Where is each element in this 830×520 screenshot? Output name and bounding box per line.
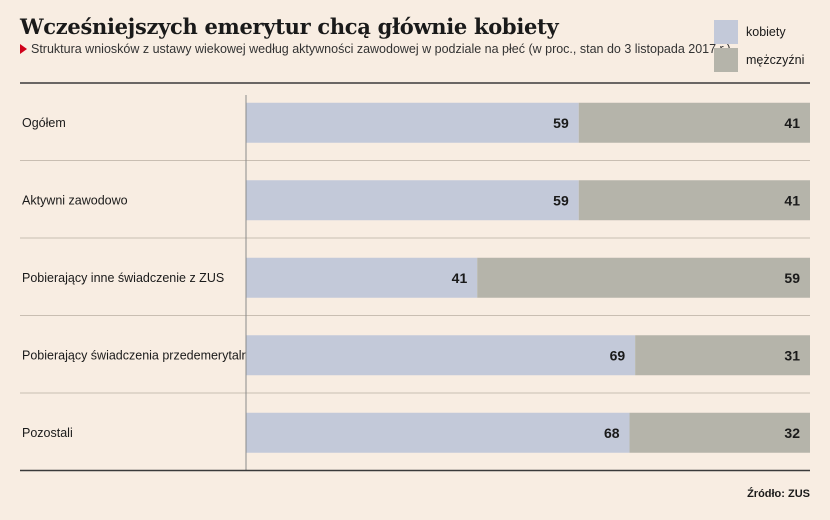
- chart-subtitle-text: Struktura wniosków z ustawy wiekowej wed…: [31, 42, 731, 56]
- category-label: Ogółem: [22, 116, 66, 130]
- bar-kobiety: [246, 102, 579, 143]
- data-label-kobiety: 59: [553, 115, 569, 131]
- bar-kobiety: [246, 257, 478, 298]
- bar-mezczyzni: [578, 102, 810, 143]
- source-note: Źródło: ZUS: [747, 488, 810, 500]
- data-label-mezczyzni: 32: [784, 425, 800, 441]
- bar-kobiety: [246, 412, 630, 453]
- category-label: Aktywni zawodowo: [22, 193, 128, 207]
- chart-subtitle: Struktura wniosków z ustawy wiekowej wed…: [20, 42, 731, 56]
- data-label-kobiety: 41: [452, 270, 468, 286]
- data-label-kobiety: 69: [610, 347, 626, 363]
- chart-title: Wcześniejszych emerytur chcą głównie kob…: [20, 14, 559, 39]
- bar-mezczyzni: [635, 335, 810, 376]
- data-label-mezczyzni: 31: [784, 347, 800, 363]
- data-label-mezczyzni: 41: [784, 192, 800, 208]
- bar-mezczyzni: [578, 180, 810, 221]
- category-label: Pobierający świadczenia przedemerytalne: [22, 348, 256, 362]
- red-triangle-icon: [20, 44, 27, 54]
- data-label-kobiety: 68: [604, 425, 620, 441]
- legend-label-kobiety: kobiety: [746, 25, 786, 39]
- data-label-mezczyzni: 41: [784, 115, 800, 131]
- category-label: Pobierający inne świadczenie z ZUS: [22, 271, 224, 285]
- legend-swatch-mezczyzni: [714, 48, 738, 72]
- bar-mezczyzni: [629, 412, 810, 453]
- legend-swatch-kobiety: [714, 20, 738, 44]
- data-label-mezczyzni: 59: [784, 270, 800, 286]
- legend-label-mezczyzni: mężczyźni: [746, 53, 805, 67]
- data-label-kobiety: 59: [553, 192, 569, 208]
- bar-mezczyzni: [477, 257, 810, 298]
- bar-kobiety: [246, 180, 579, 221]
- category-label: Pozostali: [22, 426, 73, 440]
- bar-kobiety: [246, 335, 636, 376]
